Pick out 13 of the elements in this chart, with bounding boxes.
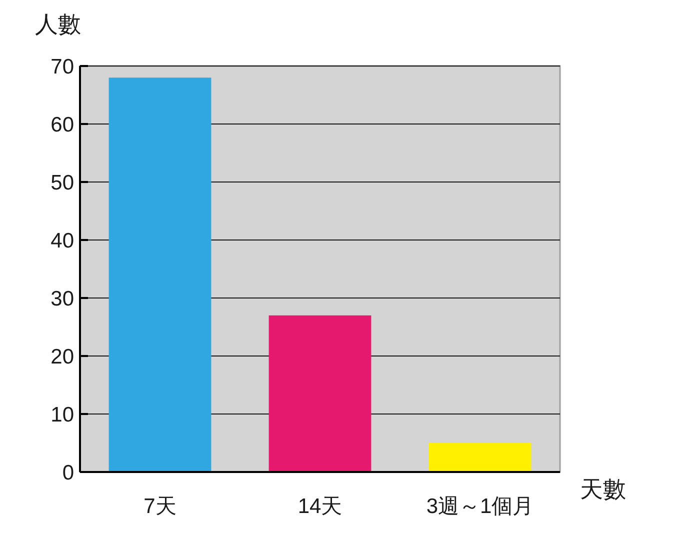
y-tick-label: 30: [50, 288, 74, 310]
y-tick-label: 20: [50, 346, 74, 368]
y-axis-title: 人數: [35, 11, 81, 37]
y-tick-label: 60: [50, 114, 74, 136]
y-tick-label: 40: [50, 230, 74, 252]
y-tick-label: 50: [50, 172, 74, 194]
y-tick-label: 10: [50, 404, 74, 426]
x-tick-label: 7天: [144, 495, 176, 518]
x-axis-title: 天數: [580, 476, 626, 502]
y-tick-label: 0: [62, 462, 74, 484]
y-tick-label: 70: [50, 56, 74, 78]
x-tick-label: 14天: [298, 495, 342, 518]
x-tick-label: 3週～1個月: [426, 495, 534, 518]
